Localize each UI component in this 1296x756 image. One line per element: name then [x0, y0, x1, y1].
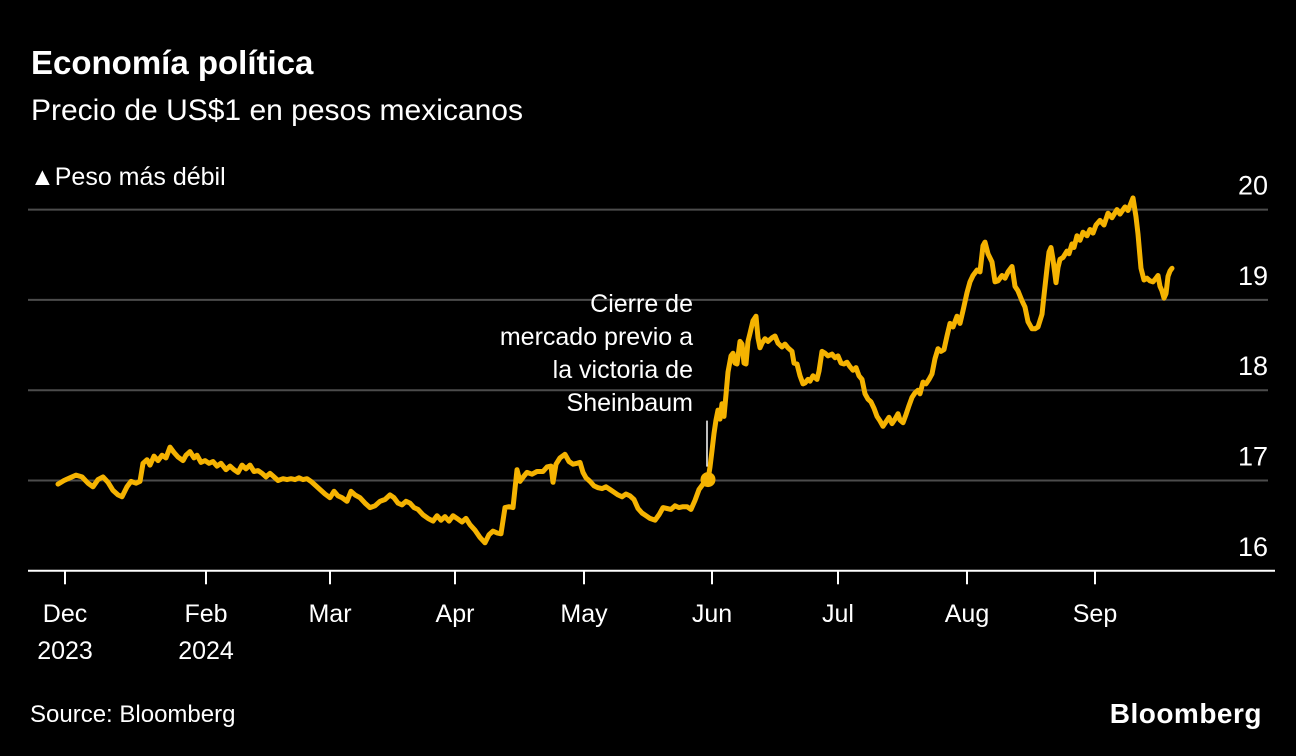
bloomberg-logo: Bloomberg: [1109, 698, 1262, 729]
page-subtitle: Precio de US$1 en pesos mexicanos: [31, 94, 523, 127]
annotation-sheinbaum: Cierre de mercado previo a la victoria d…: [500, 288, 693, 420]
x-axis-label-Jul: Jul: [822, 600, 854, 628]
usdmxn-price-line: [55, 195, 1175, 546]
source-note: Source: Bloomberg: [30, 701, 236, 728]
annotation-line: Cierre de: [590, 290, 693, 318]
weaker-peso-note: ▲Peso más débil: [30, 163, 226, 191]
y-axis-label-17: 17: [1238, 442, 1268, 472]
x-axis-sublabel-2024: 2024: [178, 637, 234, 665]
x-axis-label-May: May: [560, 600, 608, 628]
x-axis-label-Aug: Aug: [945, 600, 989, 628]
x-axis-label-Apr: Apr: [436, 600, 475, 628]
y-axis-label-19: 19: [1238, 261, 1268, 291]
page-title: Economía política: [31, 44, 314, 81]
y-axis-label-16: 16: [1238, 532, 1268, 562]
x-axis-label-Feb: Feb: [184, 600, 227, 628]
x-axis-sublabel-2023: 2023: [37, 637, 93, 665]
x-axis-label-Mar: Mar: [308, 600, 351, 628]
y-axis-label-18: 18: [1238, 351, 1268, 381]
x-axis-label-Sep: Sep: [1073, 600, 1117, 628]
y-axis-label-20: 20: [1238, 171, 1268, 201]
annotation-line: la victoria de: [552, 356, 693, 384]
annotation-line: mercado previo a: [499, 323, 693, 351]
x-axis-label-Jun: Jun: [692, 600, 732, 628]
pre-election-close-marker: [700, 472, 716, 488]
annotation-line: Sheinbaum: [566, 389, 693, 417]
x-axis-label-Dec: Dec: [43, 600, 87, 628]
